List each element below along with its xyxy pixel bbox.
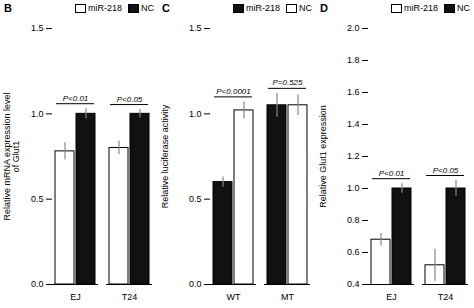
svg-text:P<0.05: P<0.05: [117, 95, 143, 104]
svg-text:1.8: 1.8: [347, 55, 360, 65]
svg-text:MT: MT: [281, 292, 294, 302]
svg-text:0.4: 0.4: [347, 279, 360, 289]
html-text:NC: NC: [299, 2, 312, 13]
svg-text:P<0.01: P<0.01: [379, 169, 405, 178]
svg-text:P<0.0001: P<0.0001: [216, 87, 250, 96]
svg-text:2.0: 2.0: [347, 23, 360, 33]
svg-text:0.5: 0.5: [31, 194, 44, 204]
html-text:miR-218: miR-218: [404, 2, 438, 13]
svg-text:1.0: 1.0: [189, 109, 202, 119]
svg-text:Relative luciferase activity: Relative luciferase activity: [160, 104, 170, 208]
svg-text:0.6: 0.6: [347, 247, 360, 257]
svg-text:0.0: 0.0: [189, 279, 202, 289]
html-text:C: C: [162, 2, 170, 14]
html-text:miR-218: miR-218: [88, 2, 122, 13]
svg-text:1.2: 1.2: [347, 151, 360, 161]
svg-text:T24: T24: [438, 292, 454, 302]
svg-text:0.8: 0.8: [347, 215, 360, 225]
svg-text:P<0.01: P<0.01: [63, 94, 89, 103]
svg-text:EJ: EJ: [386, 292, 397, 302]
svg-text:T24: T24: [122, 292, 138, 302]
html-text:NC: NC: [141, 2, 154, 13]
svg-text:Relative mRNA expression level: Relative mRNA expression levelof Glut1: [2, 92, 21, 220]
html-text:B: B: [4, 2, 12, 14]
svg-text:1.6: 1.6: [347, 87, 360, 97]
svg-text:0.5: 0.5: [189, 194, 202, 204]
html-text:miR-218: miR-218: [246, 2, 280, 13]
svg-text:0.0: 0.0: [31, 279, 44, 289]
svg-text:EJ: EJ: [70, 292, 81, 302]
svg-text:P=0.525: P=0.525: [272, 78, 303, 87]
svg-text:1.4: 1.4: [347, 119, 360, 129]
svg-text:1.5: 1.5: [31, 23, 44, 33]
svg-text:P<0.05: P<0.05: [433, 166, 459, 175]
svg-text:1.0: 1.0: [31, 109, 44, 119]
svg-text:1.0: 1.0: [347, 183, 360, 193]
svg-text:WT: WT: [227, 292, 241, 302]
svg-text:Relative Glut1 expression: Relative Glut1 expression: [318, 105, 328, 208]
html-text:D: D: [320, 2, 328, 14]
svg-text:1.5: 1.5: [189, 23, 202, 33]
html-text:NC: NC: [457, 2, 470, 13]
